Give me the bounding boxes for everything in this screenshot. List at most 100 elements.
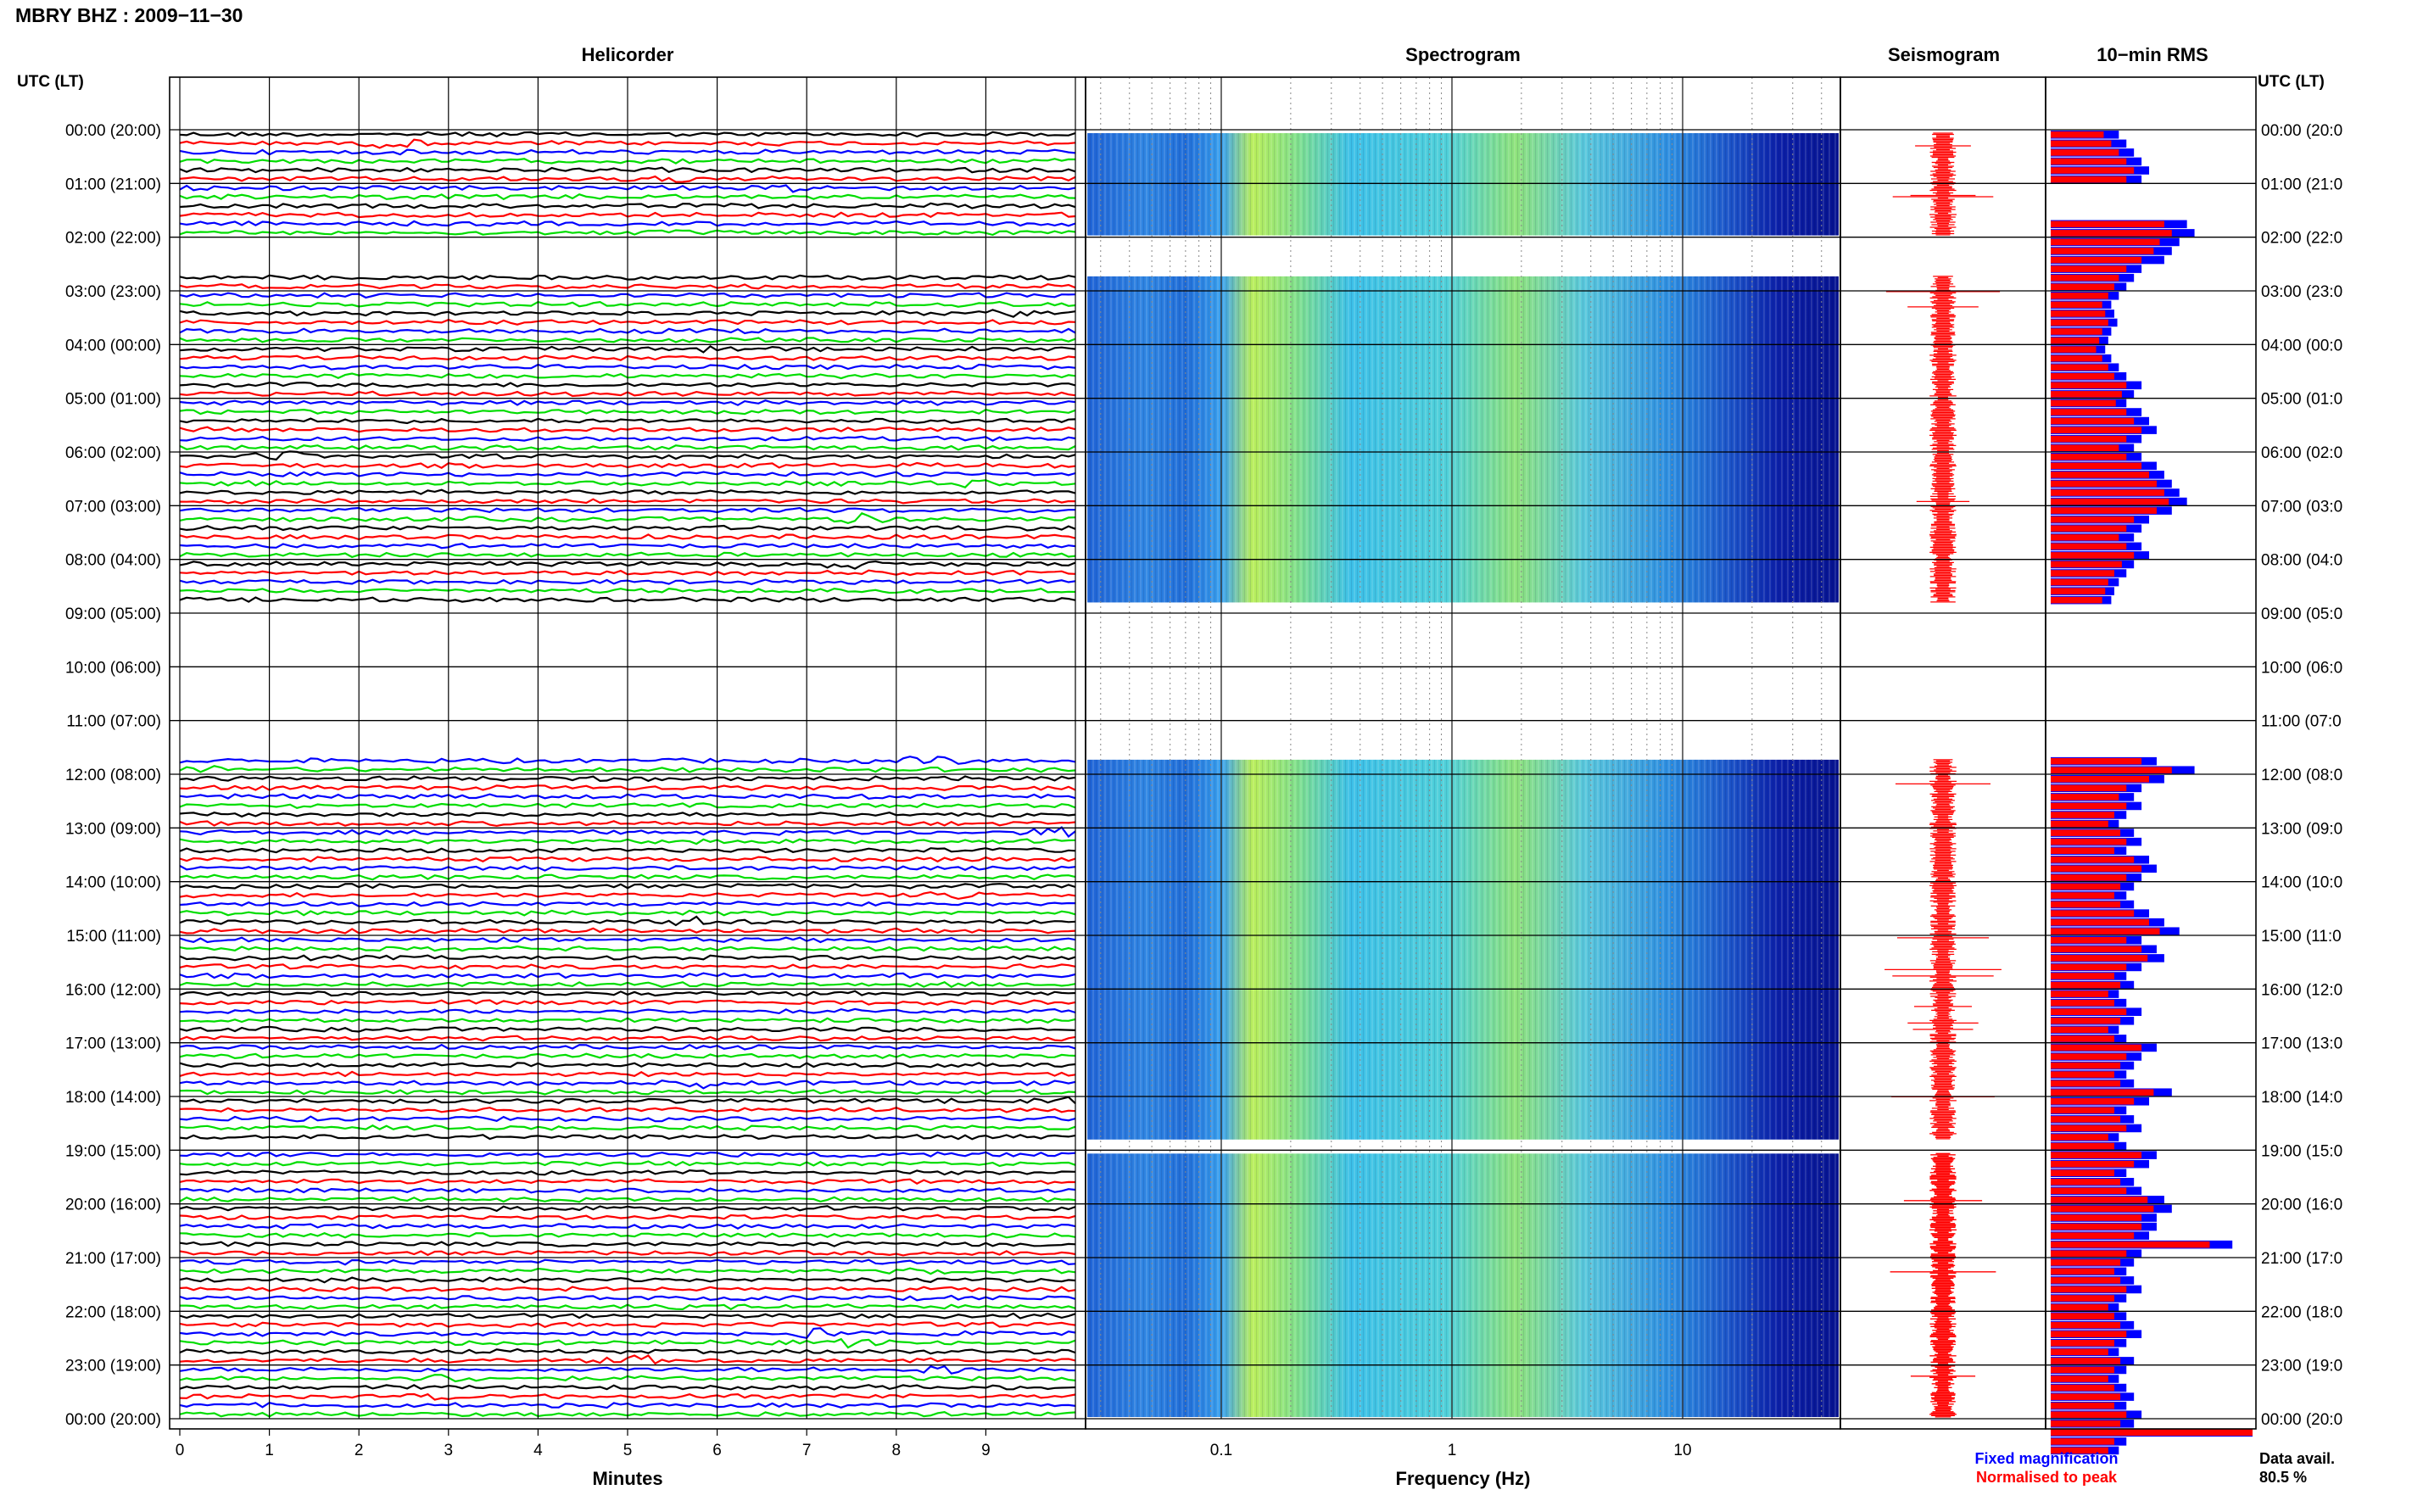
rms-bar-normalised bbox=[2051, 454, 2127, 460]
rms-bar-normalised bbox=[2051, 373, 2114, 380]
minutes-axis: 0 1 2 3 4 5 6 7 8 9 bbox=[176, 1429, 991, 1459]
spectrogram-texture bbox=[1087, 133, 1839, 236]
rms-bar-normalised bbox=[2051, 1375, 2108, 1382]
rms-bar-normalised bbox=[2051, 382, 2127, 389]
right-time-label: 06:00 (02:0 bbox=[2261, 444, 2342, 462]
rms-bar-normalised bbox=[2051, 1169, 2114, 1176]
left-time-label: 22:00 (18:00) bbox=[65, 1303, 161, 1321]
rms-bar-normalised bbox=[2051, 910, 2135, 917]
frequency-axis: 0.1 1 10 bbox=[1210, 1442, 1692, 1459]
rms-bar-normalised bbox=[2051, 1232, 2135, 1239]
rms-bar-normalised bbox=[2051, 1214, 2142, 1221]
left-time-label: 01:00 (21:00) bbox=[65, 176, 161, 193]
left-time-label: 02:00 (22:00) bbox=[65, 230, 161, 248]
spectrogram-texture bbox=[1087, 759, 1839, 1140]
right-time-label: 16:00 (12:0 bbox=[2261, 981, 2342, 999]
rms-bar-normalised bbox=[2051, 1420, 2121, 1427]
left-time-label: 09:00 (05:00) bbox=[65, 605, 161, 623]
rms-bar-normalised bbox=[2051, 552, 2135, 559]
left-time-label: 23:00 (19:00) bbox=[65, 1358, 161, 1375]
rms-bar-normalised bbox=[2051, 596, 2102, 604]
rms-bar-normalised bbox=[2051, 856, 2135, 863]
left-time-label: 14:00 (10:00) bbox=[65, 874, 161, 892]
spectrogram-texture bbox=[1087, 1153, 1839, 1417]
minute-tick-label: 6 bbox=[712, 1442, 722, 1459]
rms-bar-normalised bbox=[2051, 757, 2142, 765]
right-axis-header: UTC (LT) bbox=[2258, 73, 2325, 91]
rms-bar-normalised bbox=[2051, 1331, 2127, 1337]
rms-bar-normalised bbox=[2051, 981, 2121, 989]
right-time-label: 22:00 (18:0 bbox=[2261, 1303, 2342, 1321]
rms-bar-normalised bbox=[2051, 794, 2119, 801]
minute-tick-label: 5 bbox=[623, 1442, 633, 1459]
rms-bar-normalised bbox=[2051, 874, 2127, 881]
left-time-label: 15:00 (11:00) bbox=[66, 928, 161, 946]
rms-bar-normalised bbox=[2051, 1313, 2114, 1320]
right-time-label: 14:00 (10:0 bbox=[2261, 874, 2342, 892]
right-time-label: 02:00 (22:0 bbox=[2261, 230, 2342, 248]
rms-bar-normalised bbox=[2051, 1402, 2114, 1409]
rms-bar-normalised bbox=[2051, 1411, 2127, 1418]
right-time-label: 00:00 (20:0 bbox=[2261, 1411, 2342, 1429]
rms-bar-normalised bbox=[2051, 1089, 2154, 1096]
rms-bar-normalised bbox=[2051, 1071, 2114, 1078]
rms-bar-normalised bbox=[2051, 274, 2119, 282]
rms-bar-normalised bbox=[2051, 802, 2127, 810]
right-time-label: 15:00 (11:0 bbox=[2261, 928, 2342, 946]
rms-bar-normalised bbox=[2051, 346, 2097, 353]
right-time-labels: 00:00 (20:0 01:00 (21:0 02:00 (22:0 03:00 (… bbox=[2261, 122, 2342, 1429]
chart-title: MBRY BHZ : 2009−11−30 bbox=[15, 4, 243, 26]
right-time-label: 18:00 (14:0 bbox=[2261, 1089, 2342, 1107]
rms-bar-normalised bbox=[2051, 973, 2114, 979]
frequency-axis-label: Frequency (Hz) bbox=[1396, 1468, 1531, 1489]
left-time-label: 10:00 (06:00) bbox=[65, 659, 161, 677]
rms-bar-normalised bbox=[2051, 525, 2127, 532]
rms-bar-normalised bbox=[2051, 364, 2108, 371]
left-time-label: 16:00 (12:00) bbox=[65, 981, 161, 999]
rms-bar-normalised bbox=[2051, 480, 2157, 488]
rms-bar-normalised bbox=[2051, 1018, 2121, 1024]
data-availability-value: 80.5 % bbox=[2259, 1469, 2307, 1486]
minute-tick-label: 1 bbox=[265, 1442, 274, 1459]
rms-bar-normalised bbox=[2051, 1098, 2135, 1105]
rms-bar-normalised bbox=[2051, 1348, 2108, 1356]
rms-bar-normalised bbox=[2051, 892, 2114, 899]
spectrogram-texture bbox=[1087, 276, 1839, 603]
right-time-label: 03:00 (23:0 bbox=[2261, 283, 2342, 301]
left-time-label: 12:00 (08:00) bbox=[65, 767, 161, 784]
rms-bar-normalised bbox=[2051, 1241, 2210, 1248]
rms-bar-normalised bbox=[2051, 578, 2108, 586]
rms-bar-normalised bbox=[2051, 1223, 2142, 1230]
rms-bar-normalised bbox=[2051, 1384, 2114, 1392]
left-time-label: 00:00 (20:00) bbox=[65, 122, 161, 140]
rms-bar-normalised bbox=[2051, 1438, 2114, 1445]
rms-bar-normalised bbox=[2051, 588, 2106, 594]
hour-grid bbox=[170, 77, 2256, 1420]
rms-bar-normalised bbox=[2051, 1366, 2114, 1374]
rms-bar-normalised bbox=[2051, 283, 2114, 290]
right-time-label: 11:00 (07:0 bbox=[2261, 713, 2342, 731]
rms-bar-normalised bbox=[2051, 1116, 2121, 1123]
right-time-label: 10:00 (06:0 bbox=[2261, 659, 2342, 677]
rms-bar-normalised bbox=[2051, 149, 2119, 156]
minute-tick-label: 9 bbox=[981, 1442, 991, 1459]
minutes-axis-label: Minutes bbox=[592, 1468, 662, 1489]
rms-title: 10−min RMS bbox=[2097, 44, 2208, 65]
rms-bar-normalised bbox=[2051, 435, 2127, 443]
rms-bar-normalised bbox=[2051, 561, 2122, 568]
left-time-label: 17:00 (13:00) bbox=[65, 1035, 161, 1053]
rms-bar-normalised bbox=[2051, 999, 2114, 1007]
rms-bar-normalised bbox=[2051, 928, 2160, 935]
rms-bar-normalised bbox=[2051, 1035, 2114, 1042]
rms-bar-normalised bbox=[2051, 1187, 2127, 1195]
right-time-label: 08:00 (04:0 bbox=[2261, 552, 2342, 570]
rms-bar-normalised bbox=[2051, 1259, 2121, 1266]
seismogram-trace bbox=[1890, 1152, 1996, 1418]
rms-bar-normalised bbox=[2051, 1197, 2148, 1203]
rms-bar-normalised bbox=[2051, 883, 2121, 890]
rms-bar-normalised bbox=[2051, 1393, 2121, 1400]
rms-bar-normalised bbox=[2051, 901, 2121, 908]
left-time-label: 19:00 (15:00) bbox=[65, 1142, 161, 1160]
minute-tick-label: 7 bbox=[802, 1442, 812, 1459]
